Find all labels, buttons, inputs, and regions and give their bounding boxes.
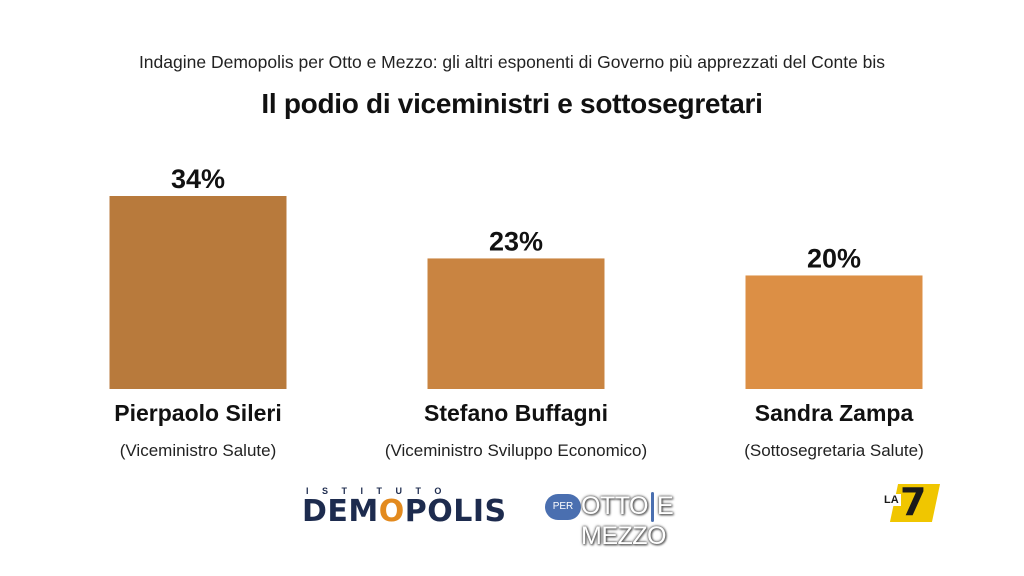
- otto-e-mezzo-wordmark: OTTO E MEZZO: [581, 492, 755, 551]
- category-label-2: Stefano Buffagni: [424, 400, 608, 426]
- la7-la: LA: [882, 494, 901, 506]
- la7-seven: 7: [900, 480, 927, 524]
- demopolis-brand-o: O: [378, 494, 405, 529]
- chart-title: Il podio di viceministri e sottosegretar…: [261, 88, 763, 119]
- otto-e-mezzo-logo: PER OTTO E MEZZO: [545, 488, 755, 550]
- bar-1: [109, 196, 287, 389]
- role-label-2: (Viceministro Sviluppo Economico): [385, 441, 647, 460]
- la7-logo: 7 LA: [880, 480, 942, 526]
- demopolis-brand-a: DEM: [302, 494, 379, 529]
- bar-3: [745, 275, 923, 389]
- separator-icon: [650, 492, 654, 523]
- value-label-1: 34%: [171, 164, 225, 194]
- category-label-3: Sandra Zampa: [755, 400, 914, 426]
- per-badge: PER: [545, 494, 581, 520]
- demopolis-brand-b: POLIS: [404, 494, 507, 529]
- role-label-1: (Viceministro Salute): [120, 441, 277, 460]
- demopolis-logo: ISTITUTO DEMOPOLIS: [302, 486, 530, 529]
- bar-chart: 34% Pierpaolo Sileri (Viceministro Salute)…: [109, 164, 924, 460]
- bar-2: [427, 258, 605, 389]
- demopolis-brand: DEMOPOLIS: [302, 494, 530, 529]
- chart-subtitle: Indagine Demopolis per Otto e Mezzo: gli…: [138, 52, 886, 72]
- category-label-1: Pierpaolo Sileri: [114, 400, 281, 426]
- emezzo-text: E MEZZO: [581, 492, 674, 551]
- value-label-3: 20%: [807, 243, 861, 273]
- value-label-2: 23%: [489, 226, 543, 256]
- demopolis-istituto-text: ISTITUTO: [306, 486, 455, 496]
- role-label-3: (Sottosegretaria Salute): [744, 441, 924, 460]
- otto-text: OTTO: [581, 492, 648, 520]
